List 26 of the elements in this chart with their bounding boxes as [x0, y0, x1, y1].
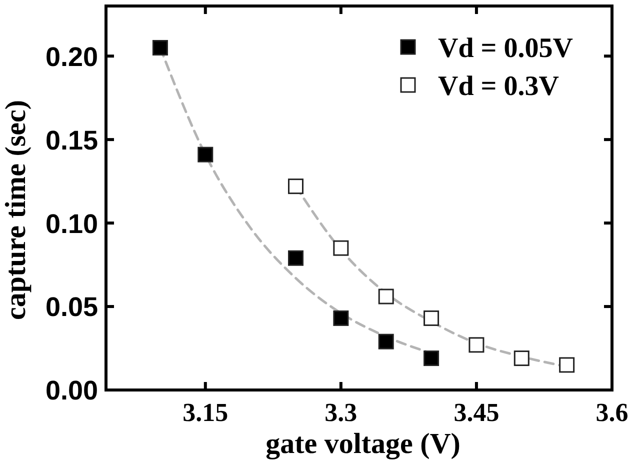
point [424, 310, 440, 326]
point [514, 350, 530, 366]
y-tick-label: 0.20 [45, 42, 98, 72]
point [288, 178, 304, 194]
x-tick-label: 3.15 [182, 398, 228, 427]
point [198, 146, 214, 162]
y-tick-label: 0.10 [45, 208, 98, 239]
x-axis-title: gate voltage (V) [266, 428, 460, 460]
point [559, 357, 575, 373]
legend-label: Vd = 0.05V [438, 32, 573, 64]
x-tick-label: 3.45 [454, 398, 500, 427]
point [424, 350, 440, 366]
point [152, 40, 168, 56]
point [378, 288, 394, 304]
y-tick-label: 0.15 [45, 125, 98, 156]
x-tick-label: 3.6 [596, 398, 628, 427]
legend-label: Vd = 0.3V [438, 70, 559, 102]
y-axis-title: capture time (sec) [0, 100, 32, 320]
point [333, 240, 349, 256]
point [468, 337, 484, 353]
point [333, 310, 349, 326]
point [288, 250, 304, 266]
x-tick-label: 3.3 [324, 398, 358, 427]
point [378, 334, 394, 350]
y-tick-label: 0.00 [45, 376, 98, 406]
y-tick-label: 0.05 [45, 292, 98, 322]
